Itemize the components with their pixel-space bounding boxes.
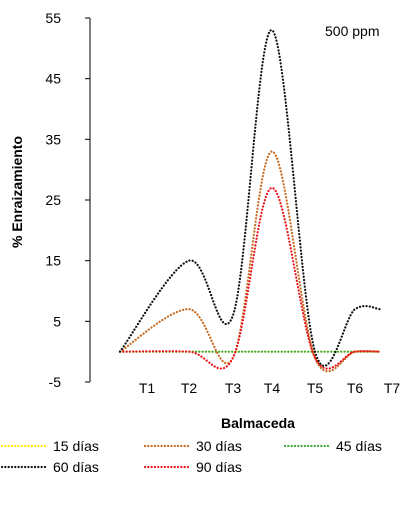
y-tick-label: 5: [53, 313, 61, 329]
x-tick-label: T5: [307, 380, 324, 396]
x-tick-labels: T1 T2 T3 T4 T5 T6 T7: [139, 380, 401, 396]
x-tick-label: T7: [384, 380, 401, 396]
y-tick-label: -5: [49, 374, 62, 390]
legend-label: 60 días: [53, 459, 99, 475]
x-tick-label: T2: [181, 380, 198, 396]
x-tick-label: T4: [264, 380, 281, 396]
legend-label: 90 días: [196, 459, 242, 475]
legend-label: 15 días: [53, 438, 99, 454]
x-tick-label: T3: [225, 380, 242, 396]
y-tick-label: 55: [45, 10, 61, 26]
legend-label: 45 días: [336, 438, 382, 454]
y-tick-labels: 55 45 35 25 15 5 -5: [45, 10, 90, 390]
legend-label: 30 días: [196, 438, 242, 454]
series-line-4: [118, 29, 382, 367]
series-group: [118, 29, 382, 373]
x-axis-label: Balmaceda: [221, 415, 295, 431]
y-tick-label: 45: [45, 71, 61, 87]
y-tick-label: 25: [45, 192, 61, 208]
series-line-2: [118, 150, 382, 373]
y-tick-label: 35: [45, 131, 61, 147]
chart-annotation: 500 ppm: [325, 23, 379, 39]
y-tick-label: 15: [45, 253, 61, 269]
series-line-5: [118, 186, 382, 370]
x-tick-label: T1: [139, 380, 156, 396]
x-tick-label: T6: [347, 380, 364, 396]
y-axis-label: % Enraizamiento: [9, 136, 25, 248]
legend: 15 días 30 días 45 días 60 días 90 días: [0, 438, 382, 475]
